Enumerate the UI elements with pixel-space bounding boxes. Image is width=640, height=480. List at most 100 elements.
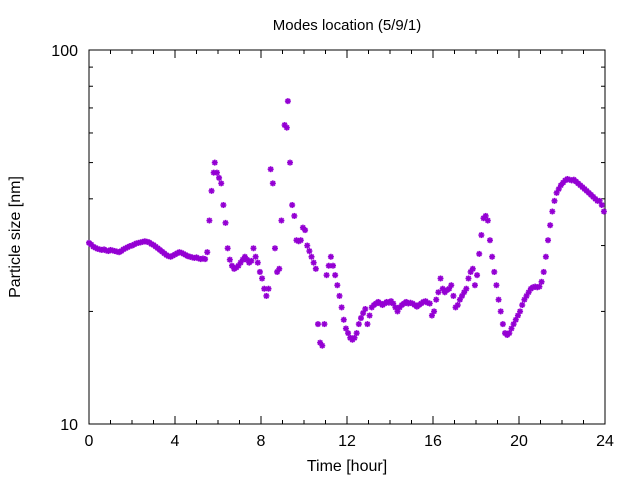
data-point xyxy=(256,268,263,275)
data-point xyxy=(519,302,526,309)
data-point xyxy=(330,262,337,269)
data-point xyxy=(486,237,493,244)
data-point xyxy=(284,98,291,105)
data-point xyxy=(206,217,213,224)
data-point xyxy=(493,282,500,289)
data-point xyxy=(454,302,461,309)
data-point xyxy=(222,219,229,226)
data-point xyxy=(250,245,257,252)
data-point xyxy=(471,282,478,289)
data-point xyxy=(433,296,440,303)
data-point xyxy=(202,256,209,263)
data-point xyxy=(495,296,502,303)
data-point xyxy=(323,272,330,279)
data-point xyxy=(220,202,227,209)
data-point xyxy=(598,202,605,209)
data-point xyxy=(278,217,285,224)
plot-axes xyxy=(88,49,606,425)
data-point xyxy=(450,292,457,299)
data-point xyxy=(545,237,552,244)
data-point xyxy=(287,159,294,166)
data-point xyxy=(340,316,347,323)
x-tick-label: 16 xyxy=(424,433,442,450)
data-point xyxy=(224,245,231,252)
data-point xyxy=(252,253,259,260)
data-point xyxy=(271,245,278,252)
data-point xyxy=(283,124,290,131)
data-point xyxy=(226,256,233,263)
data-point xyxy=(465,275,472,282)
data-point xyxy=(345,330,352,337)
data-point xyxy=(204,249,211,256)
data-point xyxy=(208,187,215,194)
y-tick-label: 100 xyxy=(51,43,78,60)
data-point xyxy=(338,304,345,311)
data-point xyxy=(437,275,444,282)
data-point xyxy=(211,159,218,166)
data-point xyxy=(484,217,491,224)
data-point xyxy=(536,283,543,290)
data-point xyxy=(259,275,266,282)
data-point xyxy=(319,342,326,349)
data-point xyxy=(353,330,360,337)
plot-frame xyxy=(88,49,606,425)
data-point xyxy=(213,169,220,176)
x-tick-label: 20 xyxy=(510,433,528,450)
data-point xyxy=(517,308,524,315)
data-point xyxy=(366,312,373,319)
data-points xyxy=(86,98,607,349)
data-point xyxy=(297,237,304,244)
data-point xyxy=(291,212,298,219)
data-point xyxy=(310,259,317,266)
data-point xyxy=(499,321,506,328)
x-axis-label: Time [hour] xyxy=(307,458,387,475)
data-point xyxy=(551,197,558,204)
y-axis-label: Particle size [nm] xyxy=(7,176,24,298)
data-point xyxy=(600,208,607,215)
data-point xyxy=(269,180,276,187)
data-point xyxy=(469,265,476,272)
data-point xyxy=(448,282,455,289)
data-point xyxy=(467,268,474,275)
data-point xyxy=(549,208,556,215)
data-point xyxy=(426,300,433,307)
data-point xyxy=(364,321,371,328)
data-point xyxy=(491,268,498,275)
data-point xyxy=(302,227,309,234)
x-tick-label: 0 xyxy=(85,433,94,450)
data-point xyxy=(362,306,369,312)
data-point xyxy=(540,268,547,275)
data-point xyxy=(542,253,549,260)
data-point xyxy=(474,272,481,279)
data-point xyxy=(342,325,349,332)
data-point xyxy=(351,334,358,341)
data-point xyxy=(476,250,483,257)
data-point xyxy=(332,272,339,279)
data-point xyxy=(489,253,496,260)
data-point xyxy=(355,321,362,328)
data-point xyxy=(306,248,313,255)
data-point xyxy=(506,330,513,337)
data-point xyxy=(218,180,225,187)
data-point xyxy=(547,222,554,229)
x-tick-label: 8 xyxy=(257,433,266,450)
x-tick-label: 4 xyxy=(171,433,180,450)
chart-title: Modes location (5/9/1) xyxy=(273,17,421,34)
data-point xyxy=(254,259,261,266)
data-point xyxy=(357,315,364,322)
data-point xyxy=(321,321,328,328)
data-point xyxy=(431,308,438,315)
data-point xyxy=(267,166,274,173)
x-tick-label: 12 xyxy=(338,433,356,450)
data-point xyxy=(263,292,270,299)
y-tick-label: 10 xyxy=(60,417,78,434)
data-point xyxy=(334,282,341,289)
data-point xyxy=(482,212,489,219)
data-point xyxy=(463,285,470,292)
data-point xyxy=(304,242,311,249)
data-point xyxy=(276,265,283,272)
data-point xyxy=(327,253,334,260)
data-point xyxy=(216,174,223,181)
data-point xyxy=(312,265,319,272)
